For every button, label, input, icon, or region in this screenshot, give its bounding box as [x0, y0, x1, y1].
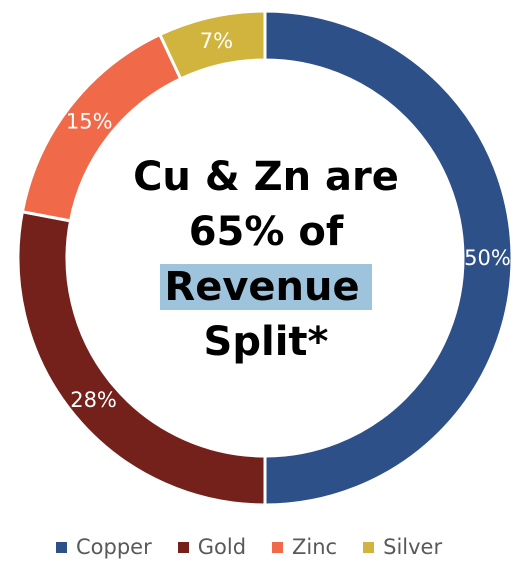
donut-slices	[16, 9, 514, 507]
slice-label-silver: 7%	[200, 29, 233, 53]
legend-item-silver: Silver	[363, 535, 442, 559]
legend-item-copper: Copper	[56, 535, 152, 559]
legend-swatch-copper	[56, 541, 67, 553]
slice-silver	[157, 9, 267, 81]
legend-label-silver: Silver	[383, 535, 443, 559]
center-title-line-1: Cu & Zn are	[133, 154, 399, 200]
center-title-line-4: Split*	[203, 319, 329, 365]
revenue-highlight: Revenue	[160, 264, 372, 310]
slice-labels: 50% 28% 15% 7%	[66, 29, 511, 412]
slice-label-zinc: 15%	[66, 110, 113, 134]
legend-label-zinc: Zinc	[292, 535, 338, 559]
slice-copper	[263, 9, 514, 507]
legend-swatch-silver	[363, 541, 375, 553]
chart-legend: Copper Gold Zinc Silver	[56, 531, 442, 563]
slice-label-gold: 28%	[70, 388, 117, 412]
legend-swatch-zinc	[272, 541, 284, 553]
legend-item-gold: Gold	[177, 535, 247, 559]
legend-label-gold: Gold	[197, 535, 247, 559]
legend-item-zinc: Zinc	[272, 535, 337, 559]
center-title-line-3: Revenue	[106, 260, 426, 315]
center-title-line-2: 65% of	[188, 209, 344, 255]
legend-swatch-gold	[177, 541, 189, 553]
slice-label-copper: 50%	[464, 246, 511, 270]
legend-label-copper: Copper	[76, 535, 152, 559]
center-title: Cu & Zn are 65% of Revenue Split*	[106, 150, 426, 370]
